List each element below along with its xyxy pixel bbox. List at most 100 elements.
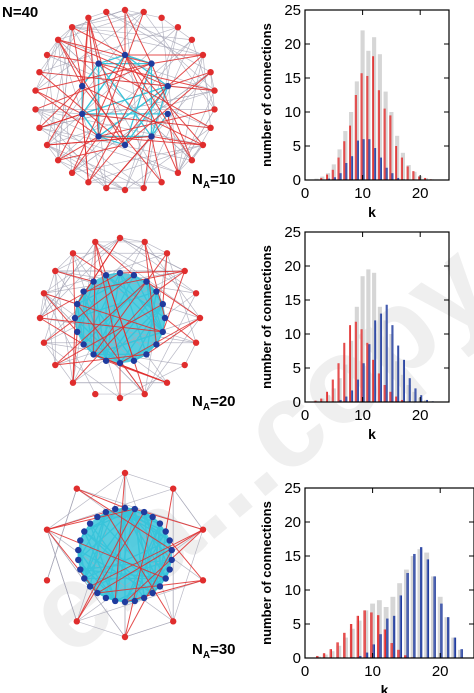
node-outer <box>181 267 188 275</box>
bar-blue <box>372 644 375 658</box>
edge-outer <box>177 90 215 173</box>
edge-inner <box>114 577 166 602</box>
edge-outer <box>119 364 185 399</box>
x-tick-label: 0 <box>301 185 309 202</box>
node-outer <box>116 394 124 402</box>
edge-cross <box>98 63 211 129</box>
edge-cross <box>76 488 126 509</box>
node-inner <box>149 589 156 597</box>
bar-gray <box>395 361 400 402</box>
edge-cross <box>39 71 126 146</box>
node-outer <box>140 8 147 16</box>
node-outer <box>52 361 59 369</box>
node-outer <box>103 8 110 16</box>
node-inner <box>121 51 129 59</box>
edge-cross <box>46 85 83 146</box>
y-tick-label: 10 <box>284 104 301 121</box>
edge-cross <box>146 281 201 319</box>
edge-outer <box>58 39 215 91</box>
edge-cross <box>146 317 201 355</box>
bar-red <box>320 177 323 180</box>
edge-cross <box>57 39 168 87</box>
edge-outer <box>39 241 96 319</box>
bar-blue <box>362 139 365 180</box>
edge-outer <box>72 144 204 174</box>
bar-blue <box>406 573 409 658</box>
bar-gray <box>325 173 331 180</box>
node-inner <box>162 575 169 582</box>
node-inner <box>148 60 155 67</box>
bar-blue <box>447 617 450 658</box>
edge-inner <box>124 54 169 87</box>
y-tick-label: 5 <box>293 360 301 377</box>
bar-red <box>354 95 357 180</box>
edge-outer <box>57 39 73 173</box>
node-outer <box>158 179 165 186</box>
node-inner <box>140 594 148 602</box>
node-inner <box>162 528 169 535</box>
x-tick-label: 20 <box>412 407 429 424</box>
edge-outer <box>177 54 204 173</box>
bar-red <box>418 176 421 180</box>
edge-cross <box>94 241 121 364</box>
edge-outer <box>43 270 185 294</box>
bar-highlight <box>454 637 456 658</box>
bar-gray <box>314 178 319 180</box>
edge-cross <box>105 275 146 395</box>
x-tick-label: 20 <box>412 185 429 202</box>
bar-red <box>320 398 323 402</box>
edge-inner <box>83 530 161 587</box>
bar-gray <box>423 399 429 402</box>
edge-inner <box>77 511 107 561</box>
bar-gray <box>410 556 416 658</box>
bar-blue <box>359 655 362 658</box>
edge-outer <box>202 54 211 128</box>
bar-gray <box>397 583 403 658</box>
node-outer <box>121 6 129 14</box>
edge-outer <box>161 17 179 173</box>
bar-red <box>404 655 407 658</box>
node-outer <box>36 68 43 76</box>
edge-outer <box>166 253 197 343</box>
degree-histogram-na10: 0 5 10 15 20 25 0 10 20 k number of connections <box>259 2 450 220</box>
bar-red <box>383 108 386 180</box>
edge-cross <box>156 270 186 292</box>
bar-red <box>395 146 398 180</box>
bar-blue <box>362 363 365 402</box>
edge-outer <box>46 488 174 530</box>
bar-red <box>395 396 398 402</box>
edge-outer <box>58 11 144 41</box>
edge-cross <box>124 516 154 638</box>
node-inner <box>148 133 155 140</box>
bar-highlight <box>461 649 462 658</box>
bar-red <box>336 642 339 658</box>
node-inner <box>102 594 110 602</box>
edge-inner <box>74 317 121 364</box>
bar-red <box>390 643 393 658</box>
node-outer <box>103 184 110 192</box>
edge-cross <box>124 71 211 146</box>
edge-cross <box>35 63 152 110</box>
bar-red <box>343 632 346 658</box>
y-tick-label: 20 <box>284 514 301 531</box>
bar-red <box>406 166 409 180</box>
bar-highlight <box>377 615 379 658</box>
node-outer <box>181 361 188 369</box>
bar-blue <box>392 615 396 658</box>
edge-outer <box>43 293 96 395</box>
bar-gray <box>437 596 443 658</box>
bar-red <box>383 385 386 402</box>
edge-cross <box>124 54 193 161</box>
edge-cross <box>124 549 173 638</box>
edge-cross <box>162 270 186 333</box>
edge-cross <box>39 85 83 129</box>
bar-gray <box>400 152 405 180</box>
bar-gray <box>370 603 376 658</box>
node-inner <box>143 351 150 358</box>
node-outer <box>121 469 129 477</box>
node-inner <box>131 597 138 605</box>
bar-highlight <box>343 632 345 658</box>
bar-blue <box>339 399 342 402</box>
edge-cross <box>46 508 135 531</box>
